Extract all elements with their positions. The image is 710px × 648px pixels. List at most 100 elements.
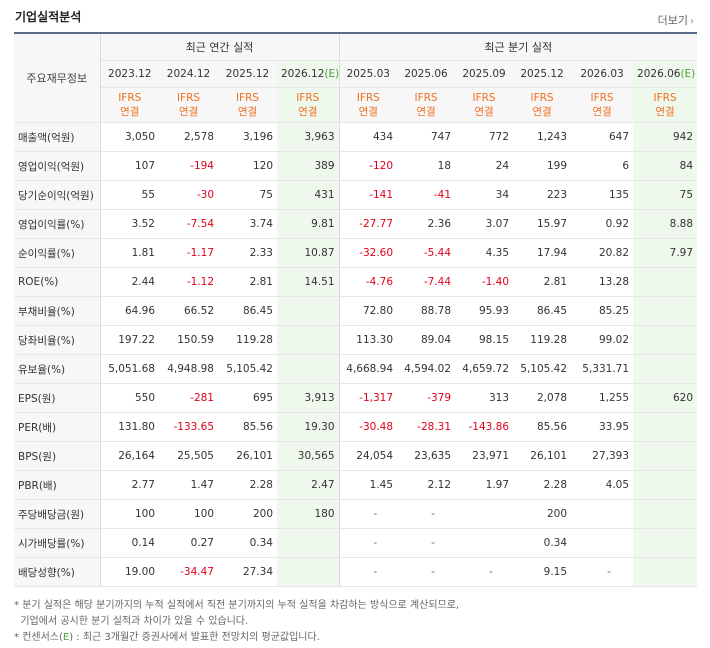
- table-cell: 98.15: [455, 325, 514, 355]
- more-link[interactable]: 더보기 ›: [658, 12, 694, 28]
- ifrs-header: IFRS 연결: [277, 87, 340, 123]
- table-cell: [277, 296, 340, 326]
- table-cell: 4,668.94: [339, 354, 398, 384]
- table-cell: 0.34: [218, 528, 277, 558]
- table-row: 배당성향(%) 19.00 -34.47 27.34- - -9.15-: [14, 557, 698, 587]
- table-cell: 5,105.42: [218, 354, 277, 384]
- table-cell: 55: [100, 180, 159, 210]
- table-row: 영업이익률(%) 3.52 -7.54 3.74 9.81 -27.77 2.36 3.07 1…: [14, 209, 698, 239]
- table-cell: -: [339, 499, 398, 529]
- table-cell: 119.28: [513, 325, 572, 355]
- table-cell: 2.28: [513, 470, 572, 500]
- period-header: 2025.12: [218, 60, 277, 88]
- table-cell: 19.00: [100, 557, 159, 587]
- table-row: 유보율(%) 5,051.68 4,948.98 5,105.42 4,668.94 4,…: [14, 354, 698, 384]
- table-cell: 3,050: [100, 122, 159, 152]
- table-cell: 9.81: [277, 209, 340, 239]
- table-cell: -120: [339, 151, 398, 181]
- table-cell: 2.81: [513, 267, 572, 297]
- table-cell: 942: [633, 122, 698, 152]
- estimate-mark: (E): [324, 68, 340, 80]
- table-cell: [633, 354, 698, 384]
- table-cell: 431: [277, 180, 340, 210]
- table-cell: 88.78: [397, 296, 456, 326]
- period-header: 2026.12(E): [277, 60, 340, 88]
- table-cell: 99.02: [571, 325, 634, 355]
- ifrs-header: IFRS 연결: [159, 87, 218, 123]
- table-cell: 26,164: [100, 441, 159, 471]
- table-cell: 72.80: [339, 296, 398, 326]
- table-cell: 1.47: [159, 470, 218, 500]
- period-header: 2026.06(E): [633, 60, 698, 88]
- row-label: 시가배당률(%): [14, 528, 101, 558]
- table-cell: 119.28: [218, 325, 277, 355]
- table-cell: 18: [397, 151, 456, 181]
- financial-table: 주요재무정보 최근 연간 실적 최근 분기 실적 2023.12 2024.12 2…: [14, 32, 698, 587]
- table-cell: 10.87: [277, 238, 340, 268]
- table-cell: 24: [455, 151, 514, 181]
- row-label: 영업이익률(%): [14, 209, 101, 239]
- period-header: 2025.12: [513, 60, 572, 88]
- table-cell: 7.97: [633, 238, 698, 268]
- table-cell: 15.97: [513, 209, 572, 239]
- table-cell: 95.93: [455, 296, 514, 326]
- table-cell: 3.74: [218, 209, 277, 239]
- row-label: ROE(%): [14, 267, 101, 297]
- table-cell: 100: [159, 499, 218, 529]
- table-cell: 34: [455, 180, 514, 210]
- table-cell: 66.52: [159, 296, 218, 326]
- table-cell: 199: [513, 151, 572, 181]
- table-cell: 85.56: [218, 412, 277, 442]
- table-cell: 8.88: [633, 209, 698, 239]
- table-cell: [277, 557, 340, 587]
- table-cell: 2.77: [100, 470, 159, 500]
- ifrs-header: IFRS 연결: [100, 87, 159, 123]
- table-cell: 5,051.68: [100, 354, 159, 384]
- table-row: PBR(배) 2.77 1.47 2.28 2.47 1.45 2.12 1.97 2.28 4.…: [14, 470, 698, 500]
- table-cell: 19.30: [277, 412, 340, 442]
- table-cell: 85.56: [513, 412, 572, 442]
- table-cell: -379: [397, 383, 456, 413]
- table-cell: 85.25: [571, 296, 634, 326]
- table-row: PER(배) 131.80 -133.65 85.56 19.30 -30.48 -28.3…: [14, 412, 698, 442]
- table-cell: 200: [513, 499, 572, 529]
- table-cell: 150.59: [159, 325, 218, 355]
- table-cell: 86.45: [513, 296, 572, 326]
- corner-header: 주요재무정보: [14, 33, 101, 123]
- table-cell: 0.92: [571, 209, 634, 239]
- table-cell: -27.77: [339, 209, 398, 239]
- table-cell: [571, 499, 634, 529]
- table-cell: -34.47: [159, 557, 218, 587]
- table-cell: 772: [455, 122, 514, 152]
- footnote-quarterly: * 분기 실적은 해당 분기까지의 누적 실적에서 직전 분기까지의 누적 실적…: [14, 600, 460, 611]
- section-title: 기업실적분석: [15, 10, 82, 24]
- table-cell: 9.15: [513, 557, 572, 587]
- table-cell: 2.12: [397, 470, 456, 500]
- table-cell: [633, 412, 698, 442]
- table-row: 영업이익(억원) 107 -194 120 389 -120 18 24 199 6 84: [14, 151, 698, 181]
- period-header: 2026.03: [571, 60, 634, 88]
- table-cell: 2.28: [218, 470, 277, 500]
- table-cell: 113.30: [339, 325, 398, 355]
- period-header: 2025.03: [339, 60, 398, 88]
- table-cell: 4,594.02: [397, 354, 456, 384]
- table-cell: [633, 528, 698, 558]
- table-cell: 23,971: [455, 441, 514, 471]
- table-cell: -: [455, 557, 514, 587]
- table-cell: 4,659.72: [455, 354, 514, 384]
- table-cell: 747: [397, 122, 456, 152]
- table-cell: 647: [571, 122, 634, 152]
- table-cell: 2,078: [513, 383, 572, 413]
- table-cell: 2.81: [218, 267, 277, 297]
- row-label: 순이익률(%): [14, 238, 101, 268]
- table-cell: 24,054: [339, 441, 398, 471]
- row-label: 영업이익(억원): [14, 151, 101, 181]
- row-label: 부채비율(%): [14, 296, 101, 326]
- table-cell: 120: [218, 151, 277, 181]
- table-row: 주당배당금(원) 100 100 200 180- -200: [14, 499, 698, 529]
- chevron-right-icon: ›: [690, 16, 694, 27]
- row-label: 매출액(억원): [14, 122, 101, 152]
- table-cell: -1.12: [159, 267, 218, 297]
- table-cell: 131.80: [100, 412, 159, 442]
